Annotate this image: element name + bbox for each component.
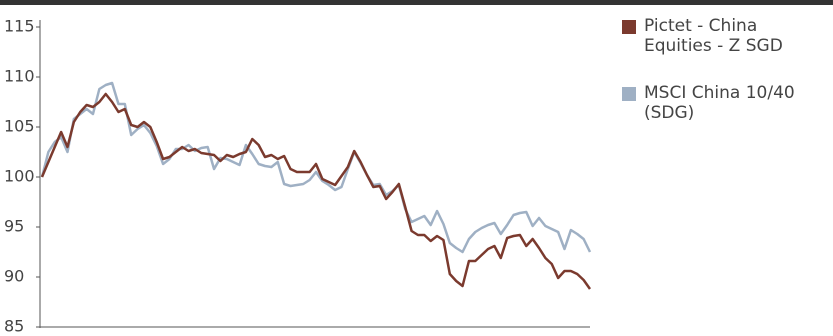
y-tick-label: 100 [4,167,35,186]
y-tick-label: 95 [4,217,24,236]
y-tick-label: 105 [4,117,35,136]
top-bar [0,0,833,5]
legend-entry: Pictet - China Equities - Z SGD [622,16,827,56]
y-tick-label: 110 [4,67,35,86]
y-tick-label: 85 [4,317,24,336]
legend-label: Pictet - China Equities - Z SGD [644,16,783,56]
series-line [40,92,592,290]
legend-entry: MSCI China 10/40 (SDG) [622,83,827,123]
legend-label: MSCI China 10/40 (SDG) [644,83,795,123]
legend-swatch [622,20,636,34]
y-tick-label: 115 [4,17,35,36]
legend-swatch [622,87,636,101]
y-tick-label: 90 [4,267,24,286]
series-line [40,81,592,254]
